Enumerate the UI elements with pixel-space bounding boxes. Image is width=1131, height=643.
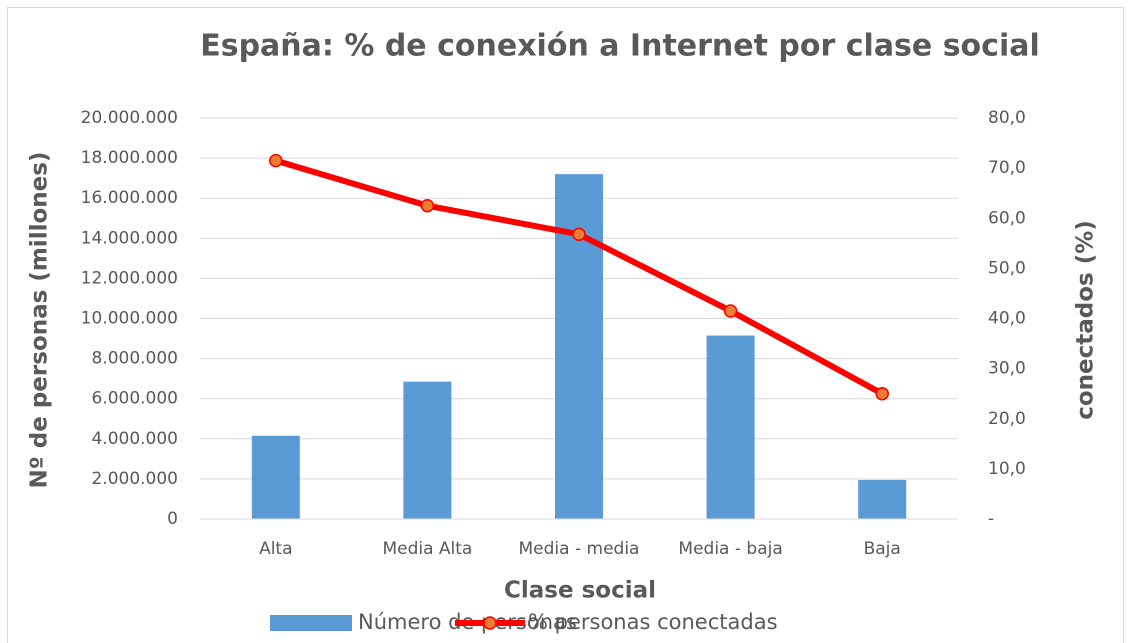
bar [555,174,603,519]
y-axis-title: Nº de personas (millones) [27,152,53,489]
line-marker [723,304,738,318]
bar [403,381,452,519]
chart-title: España: % de conexión a Internet por cla… [200,29,1040,64]
y2-tick-label: 10,0 [988,459,1026,479]
y2-tick-label: 70,0 [988,158,1026,178]
y-tick-label: 4.000.000 [91,429,178,449]
y2-tick-label: 80,0 [988,108,1026,128]
legend-swatch [270,615,352,631]
y-tick-label: 10.000.000 [81,309,178,329]
x-axis-title: Clase social [504,578,656,604]
y-tick-label: 0 [167,509,178,529]
x-tick-label: Media Alta [382,539,472,559]
y2-tick-label: 50,0 [988,258,1026,278]
line-marker [269,153,283,168]
y2-axis-title: conectados (%) [1073,220,1099,420]
legend-marker [483,616,497,630]
y-tick-label: 8.000.000 [91,349,178,369]
y-tick-label: 14.000.000 [81,228,178,248]
line-marker [572,227,586,242]
y2-tick-label: 20,0 [988,409,1026,429]
y2-tick-label: 40,0 [988,309,1026,329]
y2-tick-label: - [988,509,994,529]
x-tick-label: Media - baja [678,539,782,559]
x-tick-label: Baja [864,539,901,559]
legend-label: % personas conectadas [528,610,778,634]
x-tick-label: Media - media [519,539,640,559]
x-tick-label: Alta [259,539,292,559]
bar [251,435,300,519]
line-marker [875,386,889,401]
y2-tick-label: 30,0 [988,359,1026,379]
y2-tick-label: 60,0 [988,208,1026,228]
y-tick-label: 2.000.000 [91,469,178,489]
line-marker [420,198,435,213]
y-tick-label: 20.000.000 [81,108,178,128]
y-tick-label: 6.000.000 [91,389,178,409]
bar [858,479,907,519]
y-tick-label: 18.000.000 [81,148,178,168]
y-tick-label: 16.000.000 [81,188,178,208]
y-tick-label: 12.000.000 [81,268,178,288]
bar [706,335,755,519]
